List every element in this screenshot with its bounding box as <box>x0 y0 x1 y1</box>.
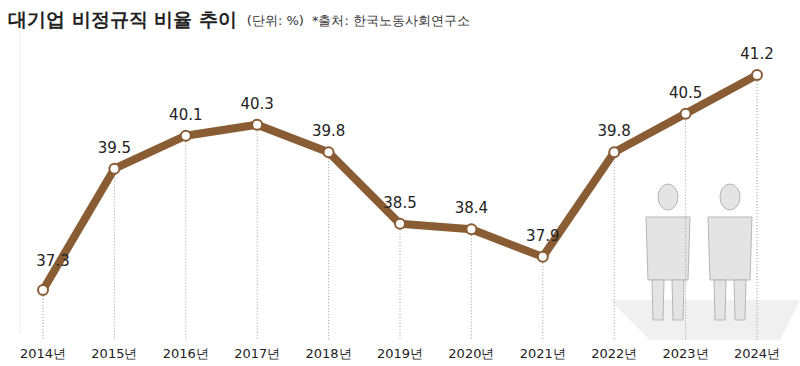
data-label: 40.3 <box>240 95 273 113</box>
figure-leg <box>672 280 684 320</box>
data-label: 40.1 <box>169 106 202 124</box>
drop-line <box>328 152 329 340</box>
data-label: 38.4 <box>455 199 488 217</box>
marker <box>681 109 691 119</box>
figure-leg <box>714 280 726 320</box>
subtitle: (단위: %) <box>247 13 304 28</box>
line <box>43 75 757 290</box>
drop-line <box>757 75 758 340</box>
x-tick-label: 2021년 <box>520 346 566 361</box>
figure-leg <box>734 280 746 320</box>
figure-leg <box>652 280 664 320</box>
data-label: 39.5 <box>98 139 131 157</box>
x-tick-label: 2023년 <box>663 346 709 361</box>
marker <box>752 70 762 80</box>
figure-body <box>646 217 690 280</box>
x-tick-label: 2018년 <box>306 346 352 361</box>
data-label: 39.8 <box>597 122 630 140</box>
floor-shadow <box>610 300 800 340</box>
marker <box>395 219 405 229</box>
data-label: 41.2 <box>740 45 773 63</box>
title: 대기업 비정규직 비율 추이 <box>8 8 237 30</box>
figure-head <box>658 184 678 210</box>
drop-line <box>685 114 686 340</box>
data-label: 37.3 <box>36 252 69 270</box>
marker <box>38 285 48 295</box>
data-label: 38.5 <box>383 194 416 212</box>
figure-head <box>720 184 740 210</box>
x-tick-label: 2016년 <box>163 346 209 361</box>
x-tick-label: 2019년 <box>377 346 423 361</box>
series <box>38 70 762 295</box>
data-label: 39.8 <box>312 122 345 140</box>
marker <box>466 224 476 234</box>
drop-line <box>114 169 115 340</box>
drop-line <box>257 125 258 340</box>
y-axis-line <box>20 31 21 334</box>
drop-line <box>43 290 44 340</box>
drop-line <box>185 136 186 340</box>
x-tick-label: 2014년 <box>20 346 66 361</box>
x-tick-label: 2017년 <box>234 346 280 361</box>
drop-line <box>542 257 543 340</box>
illustration <box>610 184 800 340</box>
x-tick-label: 2020년 <box>448 346 494 361</box>
data-label: 40.5 <box>669 84 702 102</box>
chart-root: 대기업 비정규직 비율 추이 (단위: %) *출처: 한국노동사회연구소 2014년… <box>0 0 800 366</box>
x-tick-label: 2022년 <box>591 346 637 361</box>
x-tick-label: 2015년 <box>91 346 137 361</box>
marker <box>324 147 334 157</box>
marker <box>538 252 548 262</box>
marker <box>109 164 119 174</box>
chart: 대기업 비정규직 비율 추이 (단위: %) *출처: 한국노동사회연구소 2014년… <box>0 0 800 366</box>
drop-line <box>471 229 472 340</box>
marker <box>181 131 191 141</box>
data-label: 37.9 <box>526 227 559 245</box>
drop-line <box>614 152 615 340</box>
marker <box>609 147 619 157</box>
x-tick-label: 2024년 <box>734 346 780 361</box>
source: *출처: 한국노동사회연구소 <box>312 13 470 28</box>
drop-line <box>400 224 401 340</box>
marker <box>252 120 262 130</box>
figure-body <box>708 217 752 280</box>
